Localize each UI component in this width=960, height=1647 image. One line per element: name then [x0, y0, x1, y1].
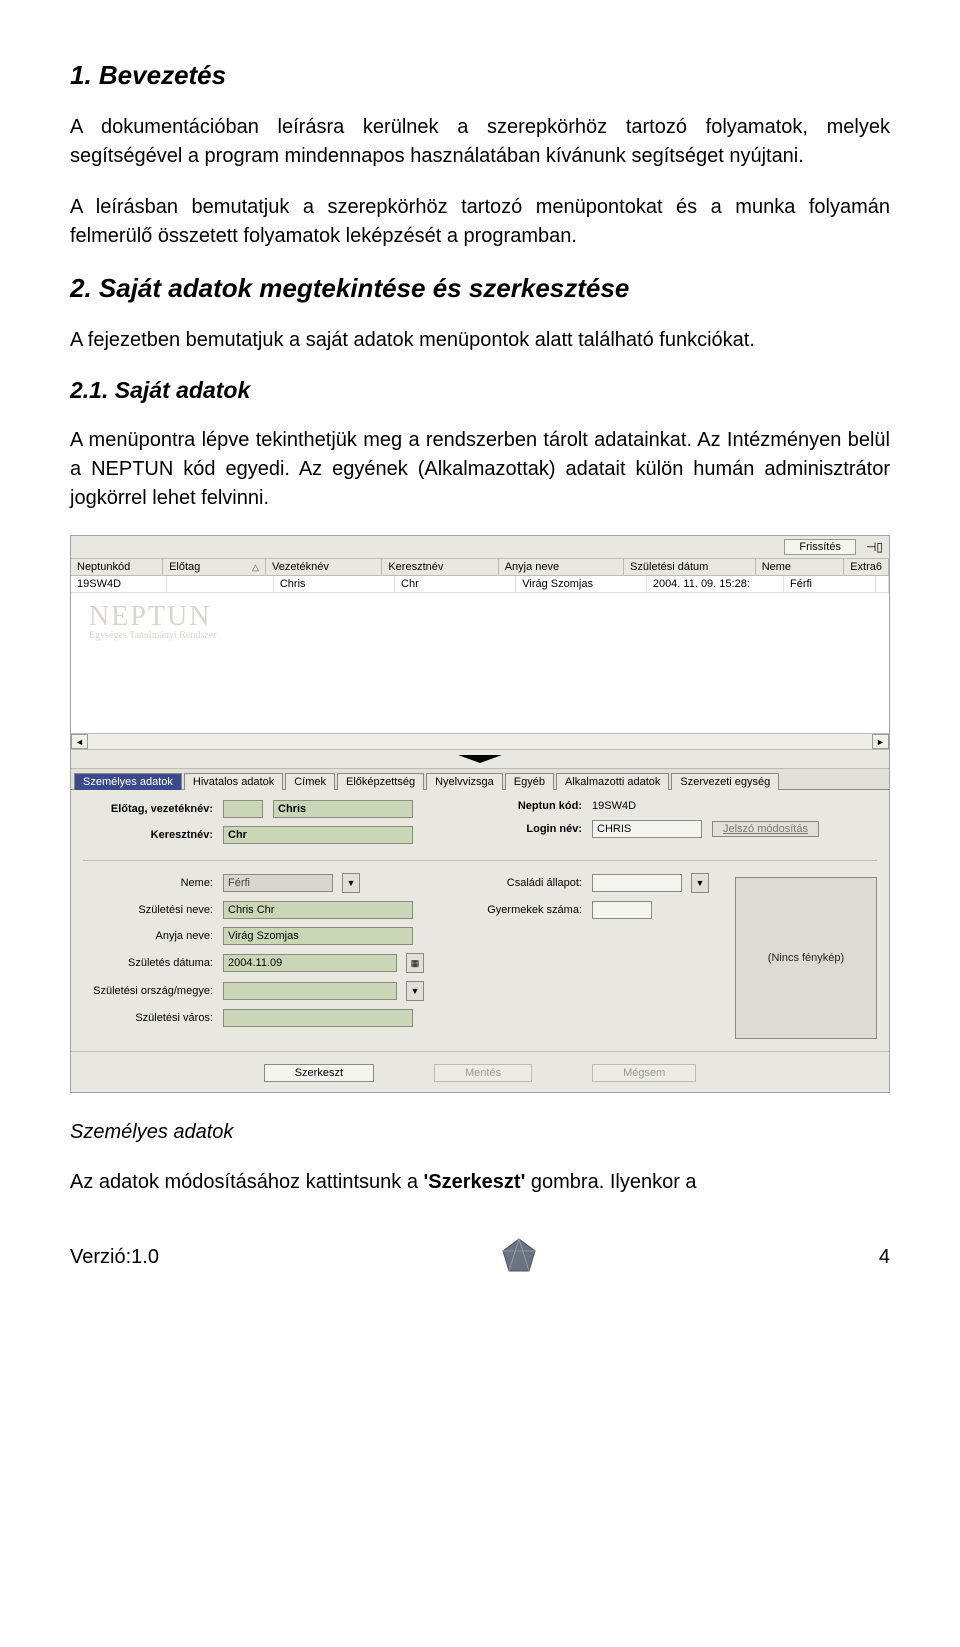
- paragraph-5: Az adatok módosításához kattintsunk a 'S…: [70, 1168, 890, 1197]
- figure-caption: Személyes adatok: [70, 1121, 890, 1144]
- top-toolbar: Frissítés ⊣▯: [71, 536, 889, 559]
- heading-2: 2. Saját adatok megtekintése és szerkesz…: [70, 273, 890, 304]
- scroll-left-icon[interactable]: ◄: [71, 734, 88, 749]
- tab-cimek[interactable]: Címek: [285, 773, 335, 790]
- label-szuletesivaros: Születési város:: [83, 1012, 213, 1024]
- paragraph-1: A dokumentációban leírásra kerülnek a sz…: [70, 113, 890, 171]
- tab-szemelyes[interactable]: Személyes adatok: [74, 773, 182, 790]
- version-label: Verzió:1.0: [70, 1246, 159, 1269]
- tab-strip: Személyes adatok Hivatalos adatok Címek …: [71, 769, 889, 790]
- photo-placeholder: (Nincs fénykép): [735, 877, 877, 1039]
- input-elotag[interactable]: [223, 800, 263, 818]
- input-gyermekekszama[interactable]: [592, 901, 652, 919]
- date-picker-icon[interactable]: ▦: [406, 953, 424, 973]
- input-vezeteknev[interactable]: [273, 800, 413, 818]
- splitter-handle[interactable]: [71, 749, 889, 769]
- col-extra6[interactable]: Extra6: [844, 559, 889, 575]
- neme-dropdown-icon[interactable]: ▼: [342, 873, 360, 893]
- csalad-dropdown-icon[interactable]: ▼: [691, 873, 709, 893]
- detail-panel: Előtag, vezetéknév: Keresztnév: Neptun k…: [71, 790, 889, 1051]
- cell-elotag: [167, 576, 274, 592]
- scroll-track[interactable]: [88, 734, 872, 749]
- paragraph-4: A menüpontra lépve tekinthetjük meg a re…: [70, 426, 890, 513]
- paragraph-2: A leírásban bemutatjuk a szerepkörhöz ta…: [70, 193, 890, 251]
- col-vezeteknev[interactable]: Vezetéknév: [266, 559, 382, 575]
- pin-icon[interactable]: ⊣▯: [866, 540, 883, 554]
- cell-vezeteknev: Chris: [274, 576, 395, 592]
- cell-anyjaneve: Virág Szomjas: [516, 576, 647, 592]
- edit-button[interactable]: Szerkeszt: [264, 1064, 374, 1082]
- orszag-dropdown-icon[interactable]: ▼: [406, 981, 424, 1001]
- col-szuletesidatum[interactable]: Születési dátum: [624, 559, 756, 575]
- tab-szervezeti[interactable]: Szervezeti egység: [671, 773, 779, 790]
- label-szuletesiorszag: Születési ország/megye:: [83, 985, 213, 997]
- password-change-button[interactable]: Jelszó módosítás: [712, 821, 819, 837]
- col-anyjaneve[interactable]: Anyja neve: [499, 559, 624, 575]
- input-szuletesivaros[interactable]: [223, 1009, 413, 1027]
- table-row[interactable]: 19SW4D Chris Chr Virág Szomjas 2004. 11.…: [71, 576, 889, 593]
- grid-empty-area: NEPTUN Egységes Tanulmányi Rendszer: [71, 593, 889, 733]
- cell-neme: Férfi: [784, 576, 876, 592]
- save-button[interactable]: Mentés: [434, 1064, 532, 1082]
- label-anyjaneve: Anyja neve:: [83, 930, 213, 942]
- gem-icon: [495, 1237, 543, 1277]
- heading-1: 1. Bevezetés: [70, 60, 890, 91]
- label-neptunkod: Neptun kód:: [492, 800, 582, 812]
- paragraph-3: A fejezetben bemutatjuk a saját adatok m…: [70, 326, 890, 355]
- footer-logo: [159, 1237, 879, 1277]
- app-screenshot: Frissítés ⊣▯ Neptunkód Előtag Vezetéknév…: [70, 535, 890, 1093]
- cancel-button[interactable]: Mégsem: [592, 1064, 696, 1082]
- tab-elokepzettseg[interactable]: Előképzettség: [337, 773, 424, 790]
- tab-nyelvvizsga[interactable]: Nyelvvizsga: [426, 773, 503, 790]
- horizontal-scrollbar[interactable]: ◄ ►: [71, 733, 889, 749]
- col-keresztnev[interactable]: Keresztnév: [382, 559, 498, 575]
- col-neme[interactable]: Neme: [756, 559, 845, 575]
- col-elotag[interactable]: Előtag: [163, 559, 266, 575]
- grid-header: Neptunkód Előtag Vezetéknév Keresztnév A…: [71, 559, 889, 576]
- input-csaladiallapot[interactable]: [592, 874, 682, 892]
- value-neptunkod: 19SW4D: [592, 800, 636, 812]
- page-footer: Verzió:1.0 4: [70, 1237, 890, 1277]
- cell-keresztnev: Chr: [395, 576, 516, 592]
- col-neptunkod[interactable]: Neptunkód: [71, 559, 163, 575]
- action-button-row: Szerkeszt Mentés Mégsem: [71, 1051, 889, 1092]
- scroll-right-icon[interactable]: ►: [872, 734, 889, 749]
- input-keresztnev[interactable]: [223, 826, 413, 844]
- tab-hivatalos[interactable]: Hivatalos adatok: [184, 773, 283, 790]
- cell-neptunkod: 19SW4D: [71, 576, 167, 592]
- label-keresztnev: Keresztnév:: [83, 829, 213, 841]
- label-neme: Neme:: [83, 877, 213, 889]
- cell-extra6: [876, 576, 889, 592]
- watermark: NEPTUN Egységes Tanulmányi Rendszer: [89, 601, 216, 641]
- refresh-button[interactable]: Frissítés: [784, 539, 856, 555]
- input-szuletesdatum[interactable]: [223, 954, 397, 972]
- tab-egyeb[interactable]: Egyéb: [505, 773, 554, 790]
- watermark-title: NEPTUN: [89, 601, 216, 633]
- input-szuletesineve[interactable]: [223, 901, 413, 919]
- label-szuletesineve: Születési neve:: [83, 904, 213, 916]
- page-number: 4: [879, 1246, 890, 1269]
- label-gyermekekszama: Gyermekek száma:: [472, 904, 582, 916]
- input-neme[interactable]: [223, 874, 333, 892]
- label-csaladiallapot: Családi állapot:: [472, 877, 582, 889]
- tab-alkalmazotti[interactable]: Alkalmazotti adatok: [556, 773, 669, 790]
- heading-2-1: 2.1. Saját adatok: [70, 377, 890, 404]
- label-loginnev: Login név:: [492, 823, 582, 835]
- watermark-subtitle: Egységes Tanulmányi Rendszer: [89, 630, 216, 641]
- cell-szuletesidatum: 2004. 11. 09. 15:28:: [647, 576, 784, 592]
- label-szuletesdatum: Születés dátuma:: [83, 957, 213, 969]
- label-elotag-vezeteknev: Előtag, vezetéknév:: [83, 803, 213, 815]
- splitter-grip-icon: [458, 755, 502, 763]
- input-loginnev[interactable]: [592, 820, 702, 838]
- input-szuletesiorszag[interactable]: [223, 982, 397, 1000]
- input-anyjaneve[interactable]: [223, 927, 413, 945]
